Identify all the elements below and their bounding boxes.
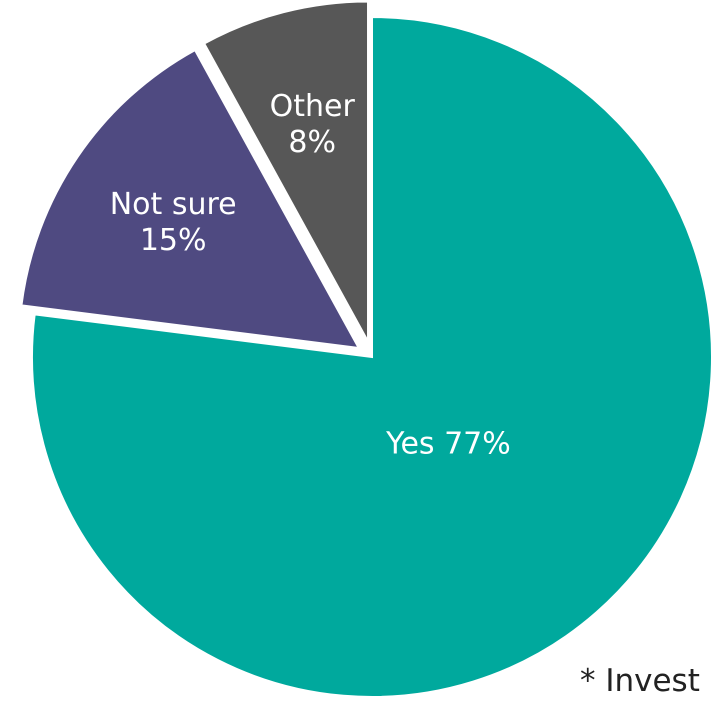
slice-label-not-sure: Not sure 15% <box>110 187 237 258</box>
slice-label-other: Other 8% <box>270 89 356 160</box>
pie-slice-not-sure <box>20 48 361 350</box>
chart-footnote: * Invest <box>580 663 700 699</box>
pie-slice-yes <box>31 15 713 698</box>
pie-slice-other <box>202 0 370 342</box>
slice-label-yes: Yes 77% <box>385 427 511 462</box>
